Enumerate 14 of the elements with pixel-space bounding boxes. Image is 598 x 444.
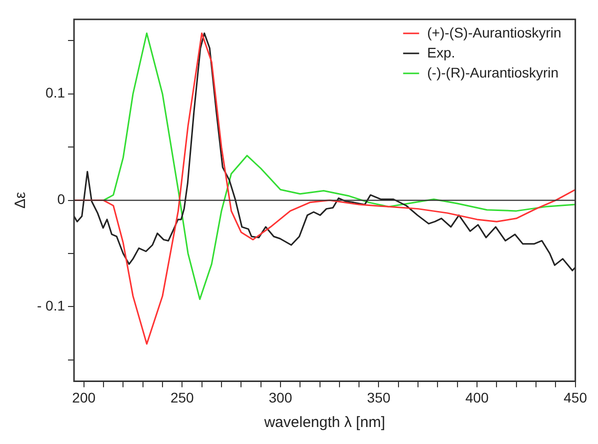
x-tick-label: 250 [170,389,194,406]
y-tick-label: 0 [57,191,66,208]
y-tick-label: 0.1 [46,84,66,101]
x-tick-label: 400 [465,389,489,406]
y-tick-label: - 0.1 [37,298,66,314]
x-tick-label: 200 [72,389,96,406]
legend-label: (-)-(R)-Aurantioskyrin [427,64,559,80]
x-tick-label: 450 [564,389,588,406]
legend-label: (+)-(S)-Aurantioskyrin [427,24,562,40]
x-tick-label: 300 [268,389,292,406]
legend-label: Exp. [427,44,456,60]
y-axis-title: Δε [12,192,30,209]
x-tick-label: 350 [367,389,391,406]
x-axis-title: wavelength λ [nm] [263,414,386,432]
